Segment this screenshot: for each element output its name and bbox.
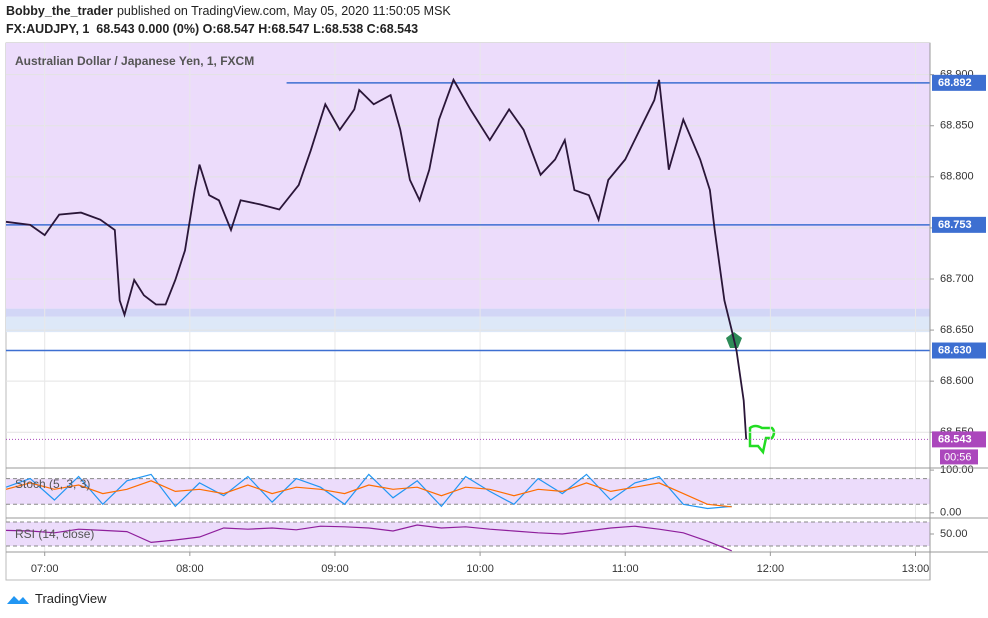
pane-title: Australian Dollar / Japanese Yen, 1, FXC… [15,54,254,68]
published: published on TradingView.com, May 05, 20… [116,4,451,18]
level-label: 68.630 [938,344,972,356]
level-label: 68.892 [938,77,972,89]
annotation [748,424,776,455]
y-tick-label: 68.800 [940,171,974,183]
band [6,478,930,505]
y-tick-label: 68.600 [940,375,974,387]
zone [6,308,930,317]
series-line [5,473,732,510]
series-line [5,77,748,440]
x-tick-label: 11:00 [612,563,639,575]
header-line: Bobby_the_trader published on TradingView… [6,4,451,18]
y-tick-label: 0.00 [940,507,961,519]
level-label-bg [932,216,986,233]
x-tick-label: 07:00 [31,563,59,575]
zone [6,316,930,333]
x-tick-label: 10:00 [466,563,494,575]
band [6,522,930,547]
footer: TradingView [6,591,107,606]
y-tick-label: 50.00 [940,528,968,540]
zone [6,43,930,309]
logo [7,595,29,604]
countdown: 00:56 [944,451,972,463]
x-tick-label: 08:00 [176,563,204,575]
brand: TradingView [35,591,107,606]
pane-title: Stoch (5, 3, 3) [15,477,90,491]
countdown-bg [940,449,978,465]
y-tick-label: 100.00 [940,464,974,476]
symbol-line: FX:AUDJPY, 1 68.543 0.000 (0%) O:68.547 … [6,22,419,36]
x-tick-label: 13:00 [902,563,930,575]
level-label: 68.753 [938,219,972,231]
level-label-bg [932,74,986,91]
level-label-bg [932,342,986,359]
pane-title: RSI (14, close) [15,527,94,541]
series-line [5,480,732,508]
chart: 68.55068.60068.65068.70068.75068.80068.8… [5,42,988,581]
x-tick-label: 09:00 [321,563,349,575]
y-tick-label: 68.650 [940,324,974,336]
y-tick-label: 68.850 [940,120,974,132]
series-line [5,524,732,552]
y-tick-label: 68.700 [940,273,974,285]
x-tick-label: 12:00 [757,563,785,575]
author: Bobby_the_trader [6,4,113,18]
last-price-label: 68.543 [938,433,972,445]
last-price-bg [932,431,986,448]
